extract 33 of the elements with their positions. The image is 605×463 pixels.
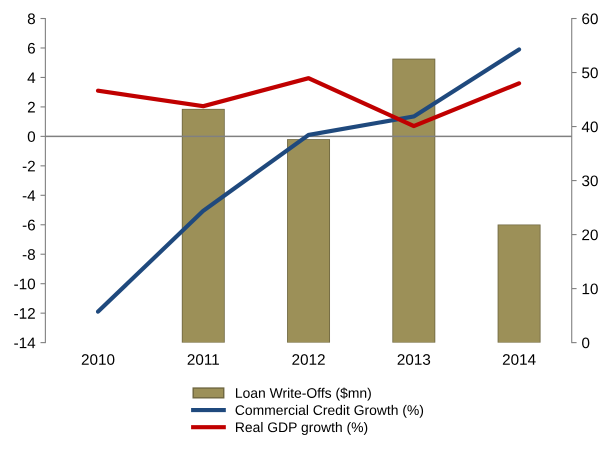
y-tick-label: -14 — [14, 338, 36, 348]
y-tick-label: 6 — [28, 42, 35, 54]
y2-tick-label: 0 — [582, 337, 590, 348]
y-tick-label: 4 — [28, 72, 36, 83]
bar — [182, 108, 225, 343]
bar — [287, 139, 330, 343]
x-tick-label: 2012 — [292, 354, 325, 365]
bar — [498, 224, 541, 343]
y2-tick-label: 40 — [582, 121, 598, 132]
legend-label: Commercial Credit Growth (%) — [236, 404, 424, 418]
x-tick-label: 2014 — [502, 354, 536, 365]
y-tick-label: -6 — [22, 220, 35, 230]
y-tick-label: 0 — [28, 131, 36, 142]
y-tick-label: -12 — [14, 308, 35, 319]
y2-tick-label: 30 — [582, 175, 598, 186]
x-tick-label: 2010 — [82, 354, 114, 365]
y-tick-label: 8 — [28, 13, 35, 24]
y-tick-label: -8 — [22, 249, 35, 260]
x-tick-label: 2011 — [188, 354, 219, 365]
y2-tick-label: 50 — [582, 67, 598, 78]
y-tick-label: -2 — [22, 160, 35, 172]
legend-label: Loan Write-Offs ($mn) — [236, 388, 371, 401]
y2-tick-label: 60 — [582, 13, 598, 24]
y2-tick-label: 10 — [582, 283, 598, 294]
legend-label: Real GDP growth (%) — [236, 422, 368, 435]
line-series — [96, 76, 522, 128]
y-tick-label: -4 — [22, 190, 36, 201]
bar — [392, 58, 436, 343]
y-tick-label: 2 — [28, 102, 35, 112]
x-tick-label: 2013 — [398, 354, 430, 365]
y-tick-label: -10 — [14, 278, 36, 290]
y2-tick-label: 20 — [582, 229, 598, 240]
line-series — [96, 47, 522, 314]
